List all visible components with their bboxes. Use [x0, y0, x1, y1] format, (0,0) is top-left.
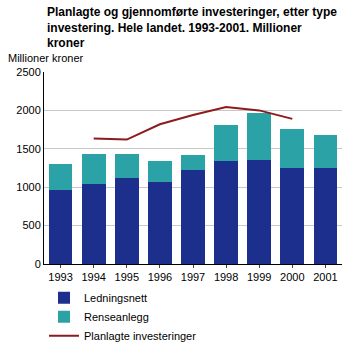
svg-text:2500: 2500: [16, 66, 40, 78]
svg-text:Planlagte investeringer: Planlagte investeringer: [84, 330, 196, 342]
svg-text:1999: 1999: [247, 271, 271, 283]
svg-text:500: 500: [22, 219, 40, 231]
svg-text:Ledningsnett: Ledningsnett: [84, 292, 147, 304]
svg-text:Planlagte og gjennomførte inve: Planlagte og gjennomførte investeringer,…: [47, 5, 337, 50]
svg-text:Millioner kroner: Millioner kroner: [8, 52, 84, 64]
svg-text:Renseanlegg: Renseanlegg: [84, 311, 149, 323]
svg-text:2000: 2000: [280, 271, 304, 283]
svg-text:2000: 2000: [16, 104, 40, 116]
svg-text:0: 0: [35, 258, 41, 270]
svg-text:1500: 1500: [16, 143, 40, 155]
svg-text:1994: 1994: [81, 271, 105, 283]
svg-text:1000: 1000: [16, 181, 40, 193]
svg-text:1995: 1995: [115, 271, 139, 283]
svg-text:1998: 1998: [214, 271, 238, 283]
svg-text:2001: 2001: [313, 271, 337, 283]
svg-text:1993: 1993: [48, 271, 72, 283]
svg-text:1997: 1997: [181, 271, 205, 283]
svg-text:1996: 1996: [148, 271, 172, 283]
